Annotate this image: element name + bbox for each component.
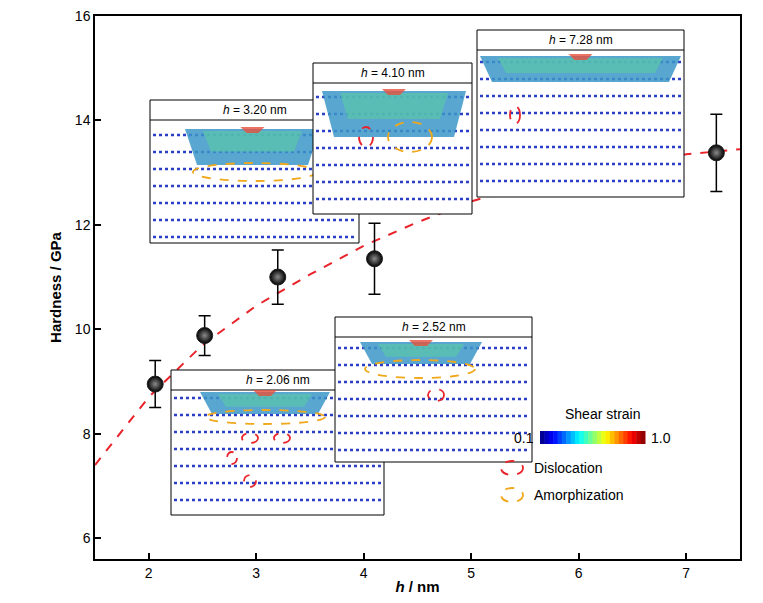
svg-text:10: 10 (75, 321, 91, 337)
svg-text:3: 3 (252, 565, 260, 581)
svg-text:Hardness / GPa: Hardness / GPa (47, 231, 64, 343)
svg-text:Amorphization: Amorphization (534, 487, 624, 503)
svg-text:12: 12 (75, 217, 91, 233)
svg-text:2: 2 (145, 565, 153, 581)
svg-text:8: 8 (83, 426, 91, 442)
svg-text:4: 4 (360, 565, 368, 581)
svg-text:h = 4.10 nm: h = 4.10 nm (361, 66, 425, 80)
svg-text:5: 5 (467, 565, 475, 581)
svg-text:6: 6 (575, 565, 583, 581)
svg-text:16: 16 (75, 8, 91, 24)
svg-text:14: 14 (75, 112, 91, 128)
svg-text:h = 3.20 nm: h = 3.20 nm (223, 103, 287, 117)
svg-text:6: 6 (83, 530, 91, 546)
svg-text:7: 7 (682, 565, 690, 581)
svg-text:h = 2.52 nm: h = 2.52 nm (402, 320, 466, 334)
svg-text:h / nm: h / nm (395, 578, 439, 595)
svg-text:1.0: 1.0 (651, 430, 671, 446)
svg-text:0.1: 0.1 (514, 430, 534, 446)
svg-text:Dislocation: Dislocation (534, 460, 602, 476)
svg-text:h = 2.06 nm: h = 2.06 nm (246, 373, 310, 387)
svg-text:Shear strain: Shear strain (565, 406, 640, 422)
svg-text:h = 7.28 nm: h = 7.28 nm (549, 33, 613, 47)
